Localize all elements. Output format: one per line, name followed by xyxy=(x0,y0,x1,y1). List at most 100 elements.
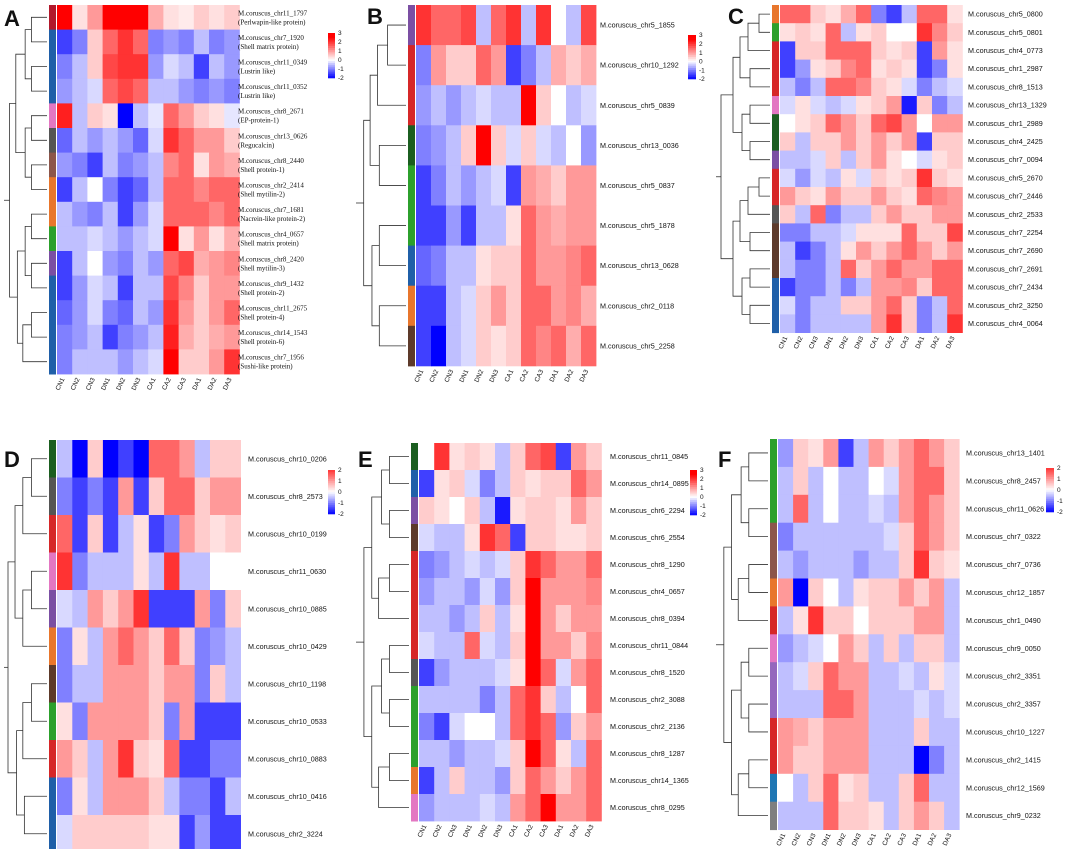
heatmap-cell xyxy=(868,494,885,524)
heatmap-cell xyxy=(840,187,857,206)
heatmap-cell xyxy=(148,54,164,80)
heatmap-cell xyxy=(947,132,963,151)
group-color-strip xyxy=(408,165,415,206)
heatmap-cell xyxy=(479,713,496,741)
group-color-strip xyxy=(772,77,779,97)
heatmap-cell xyxy=(795,59,811,79)
heatmap-cell xyxy=(586,632,602,660)
heatmap-cell xyxy=(431,285,447,327)
heatmap-cell xyxy=(525,794,541,822)
group-color-strip xyxy=(770,718,777,747)
heatmap-cell xyxy=(808,466,824,496)
heatmap-cell xyxy=(464,794,481,822)
heatmap-cell xyxy=(461,245,477,287)
heatmap-cell xyxy=(476,165,492,206)
group-color-strip xyxy=(772,223,779,243)
heatmap-cell xyxy=(419,632,435,660)
heatmap-cell xyxy=(853,718,869,747)
heatmap-cell xyxy=(479,551,496,579)
heatmap-cell xyxy=(479,443,496,471)
legend-swatch xyxy=(1046,510,1054,513)
heatmap-cell xyxy=(810,132,826,151)
heatmap-cell xyxy=(148,275,164,301)
heatmap-cell xyxy=(886,77,902,97)
heatmap-cell xyxy=(449,605,465,633)
column-label: CA2 xyxy=(523,824,535,839)
group-color-strip xyxy=(411,740,418,768)
heatmap-cell xyxy=(795,278,811,297)
heatmap-cell xyxy=(810,241,826,261)
heatmap-cell xyxy=(224,201,240,227)
heatmap-cell xyxy=(431,325,447,367)
heatmap-cell xyxy=(916,5,933,24)
heatmap-cell xyxy=(571,605,587,633)
heatmap-cell xyxy=(898,634,915,663)
row-label: M.coruscus_chr10_0199 xyxy=(248,529,327,538)
heatmap-cell xyxy=(810,259,826,279)
heatmap-cell xyxy=(479,740,496,768)
heatmap-cell xyxy=(947,296,963,315)
heatmap-cell xyxy=(118,740,134,778)
heatmap-cell xyxy=(856,314,872,333)
heatmap-cell xyxy=(495,578,511,606)
heatmap-cell xyxy=(795,296,811,315)
row-label: M.coruscus_chr11_0349 xyxy=(238,59,308,67)
row-label: M.coruscus_chr11_0844 xyxy=(610,641,688,650)
heatmap-cell xyxy=(555,659,572,687)
heatmap-cell xyxy=(586,524,602,552)
heatmap-cell xyxy=(778,801,794,830)
heatmap-cell xyxy=(72,440,88,478)
heatmap-cell xyxy=(808,662,824,691)
heatmap-cell xyxy=(179,777,196,816)
legend-swatch xyxy=(328,36,335,39)
heatmap-cell xyxy=(932,5,948,24)
heatmap-cell xyxy=(810,187,826,206)
row-label: M.coruscus_chr7_1956 xyxy=(238,354,304,362)
heatmap-cell xyxy=(117,275,134,301)
legend-swatch xyxy=(1046,473,1054,476)
legend-swatch xyxy=(690,490,697,493)
heatmap-cell xyxy=(476,5,492,46)
heatmap-cell xyxy=(133,815,150,849)
heatmap-cell xyxy=(525,740,541,768)
legend-swatch xyxy=(1046,490,1054,493)
heatmap-cell xyxy=(795,77,811,97)
heatmap-cell xyxy=(555,794,572,822)
heatmap-cell xyxy=(932,259,948,279)
row-label: M.coruscus_chr8_0295 xyxy=(610,803,685,812)
heatmap-cell xyxy=(853,439,869,468)
heatmap-cell xyxy=(209,78,225,104)
heatmap-cell xyxy=(416,45,432,86)
heatmap-cell xyxy=(932,96,948,115)
heatmap-cell xyxy=(209,251,225,276)
heatmap-cell xyxy=(823,634,839,663)
heatmap-cell xyxy=(495,713,511,741)
heatmap-cell xyxy=(898,801,915,830)
heatmap-cell xyxy=(886,314,902,333)
heatmap-cell xyxy=(133,349,149,375)
heatmap-cell xyxy=(210,740,226,778)
heatmap-cell xyxy=(901,59,918,79)
heatmap-cell xyxy=(178,128,195,153)
group-color-strip xyxy=(772,259,779,279)
group-color-strip xyxy=(411,443,418,471)
heatmap-cell xyxy=(883,745,900,775)
heatmap-cell xyxy=(871,241,887,261)
heatmap-cell xyxy=(808,439,824,468)
heatmap-cell xyxy=(913,801,930,830)
heatmap-cell xyxy=(506,165,522,206)
heatmap-cell xyxy=(510,713,526,741)
heatmap-cell xyxy=(898,773,915,803)
legend-tick-label: 1 xyxy=(699,50,703,57)
heatmap-cell xyxy=(476,245,492,287)
heatmap-cell xyxy=(164,515,180,553)
heatmap-cell xyxy=(586,740,602,768)
legend-swatch xyxy=(328,53,335,56)
heatmap-cell xyxy=(434,605,450,633)
heatmap-cell xyxy=(194,590,211,628)
legend-tick-label: 0 xyxy=(1057,487,1061,494)
row-sublabel: (EP-protein-1) xyxy=(238,117,279,125)
heatmap-cell xyxy=(210,777,226,816)
heatmap-cell xyxy=(57,300,73,326)
legend-swatch xyxy=(688,58,696,61)
